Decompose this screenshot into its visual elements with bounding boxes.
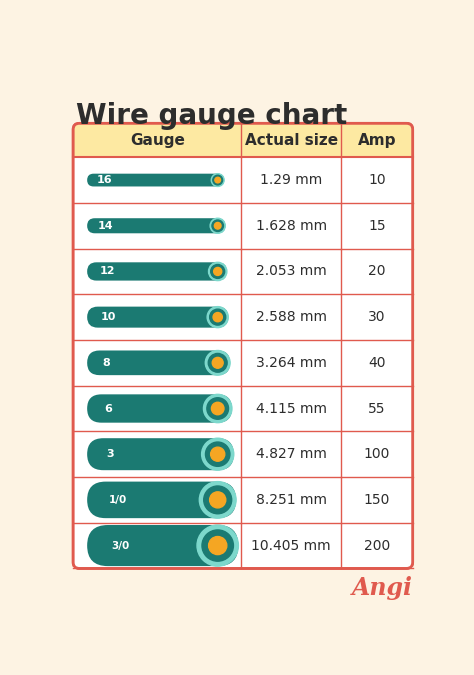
FancyBboxPatch shape: [87, 394, 232, 423]
Text: 4.827 mm: 4.827 mm: [256, 448, 327, 461]
Bar: [73, 385, 413, 431]
Circle shape: [210, 218, 225, 234]
FancyBboxPatch shape: [87, 306, 228, 327]
Text: 150: 150: [364, 493, 390, 507]
Circle shape: [207, 398, 228, 419]
Bar: [73, 340, 413, 385]
Circle shape: [201, 438, 234, 470]
Text: 3: 3: [106, 449, 114, 459]
Text: 6: 6: [104, 404, 112, 414]
FancyBboxPatch shape: [73, 124, 413, 157]
Text: 1.628 mm: 1.628 mm: [256, 219, 327, 233]
Bar: [73, 477, 413, 522]
Circle shape: [211, 402, 224, 414]
Text: 3/0: 3/0: [111, 541, 129, 551]
FancyBboxPatch shape: [87, 263, 227, 281]
Text: 14: 14: [98, 221, 113, 231]
Text: 2.053 mm: 2.053 mm: [256, 265, 327, 279]
Circle shape: [214, 223, 221, 229]
Text: 8: 8: [103, 358, 110, 368]
Text: 20: 20: [368, 265, 386, 279]
Text: 8.251 mm: 8.251 mm: [256, 493, 327, 507]
Circle shape: [210, 447, 225, 461]
Text: 1.29 mm: 1.29 mm: [260, 173, 322, 187]
Circle shape: [199, 481, 236, 518]
FancyBboxPatch shape: [87, 173, 224, 186]
Text: 30: 30: [368, 310, 386, 324]
Text: 3.264 mm: 3.264 mm: [256, 356, 327, 370]
Text: 200: 200: [364, 539, 390, 553]
Circle shape: [214, 267, 222, 275]
Text: 10: 10: [101, 312, 116, 322]
FancyBboxPatch shape: [87, 218, 225, 234]
Text: Angi: Angi: [352, 576, 413, 600]
Text: 4.115 mm: 4.115 mm: [256, 402, 327, 416]
Circle shape: [210, 309, 226, 325]
Circle shape: [209, 537, 227, 555]
Circle shape: [202, 530, 233, 561]
Text: 15: 15: [368, 219, 386, 233]
Text: Wire gauge chart: Wire gauge chart: [76, 102, 347, 130]
FancyBboxPatch shape: [87, 438, 234, 470]
Circle shape: [212, 357, 223, 369]
Bar: [73, 522, 413, 568]
Circle shape: [211, 173, 224, 186]
Text: 10.405 mm: 10.405 mm: [252, 539, 331, 553]
Bar: [73, 294, 413, 340]
Text: 12: 12: [100, 267, 115, 277]
Text: 1/0: 1/0: [109, 495, 127, 505]
Bar: [73, 431, 413, 477]
Circle shape: [213, 176, 223, 185]
Text: 10: 10: [368, 173, 386, 187]
Circle shape: [204, 486, 232, 514]
Bar: [73, 140, 413, 157]
FancyBboxPatch shape: [87, 481, 236, 518]
Text: Gauge: Gauge: [130, 133, 185, 148]
Circle shape: [211, 265, 225, 278]
Circle shape: [207, 306, 228, 327]
FancyBboxPatch shape: [87, 350, 230, 375]
Bar: [73, 157, 413, 203]
Bar: [73, 248, 413, 294]
Text: 40: 40: [368, 356, 386, 370]
Circle shape: [209, 263, 227, 281]
Circle shape: [197, 525, 238, 566]
Circle shape: [208, 354, 227, 372]
Text: 16: 16: [97, 175, 112, 185]
Text: Amp: Amp: [358, 133, 396, 148]
Circle shape: [203, 394, 232, 423]
Circle shape: [213, 313, 222, 322]
Bar: [73, 203, 413, 248]
Circle shape: [210, 492, 226, 508]
Circle shape: [215, 178, 220, 183]
Text: Actual size: Actual size: [245, 133, 338, 148]
Text: 55: 55: [368, 402, 386, 416]
Circle shape: [205, 350, 230, 375]
Text: 2.588 mm: 2.588 mm: [256, 310, 327, 324]
Text: 100: 100: [364, 448, 390, 461]
FancyBboxPatch shape: [73, 124, 413, 568]
Circle shape: [205, 442, 230, 466]
FancyBboxPatch shape: [87, 525, 238, 566]
Circle shape: [212, 220, 223, 232]
